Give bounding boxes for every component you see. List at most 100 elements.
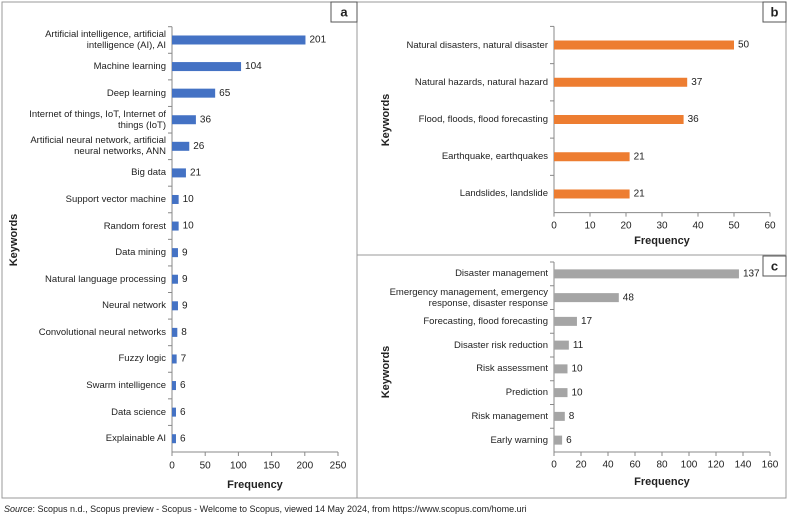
bar (554, 411, 565, 421)
x-tick-label: 120 (708, 460, 725, 471)
value-label: 6 (180, 433, 186, 444)
category-label: Artificial neural network, artificial ne… (30, 135, 166, 158)
y-axis-title: Keywords (380, 346, 392, 399)
category-label: Natural disasters, natural disaster (406, 39, 548, 51)
value-label: 9 (182, 247, 188, 258)
bar (172, 168, 186, 178)
value-label: 21 (190, 168, 202, 179)
x-tick-label: 80 (656, 460, 668, 471)
category-label: Explainable AI (105, 433, 166, 445)
bar (172, 327, 178, 337)
x-tick-label: 50 (728, 221, 740, 232)
x-tick-label: 20 (575, 460, 587, 471)
value-label: 8 (181, 327, 187, 338)
panel-label-box (762, 255, 787, 277)
panel-label-box (330, 1, 358, 23)
y-tick-label: Fuzzy logic (118, 353, 166, 364)
value-label: 21 (634, 151, 646, 162)
value-label: 10 (183, 194, 195, 205)
x-tick-label: 200 (296, 461, 313, 472)
bar (554, 189, 630, 199)
y-axis-title: Keywords (380, 94, 392, 147)
bar (172, 354, 177, 364)
y-axis-title: Keywords (8, 214, 20, 267)
category-label: Support vector machine (65, 193, 166, 205)
y-tick-label: Data science (111, 407, 166, 418)
bar (554, 388, 568, 398)
value-label: 104 (245, 61, 262, 72)
x-tick-label: 250 (330, 461, 347, 472)
category-label: Machine learning (93, 61, 166, 73)
category-label: Early warning (490, 434, 548, 446)
bar (554, 40, 734, 50)
value-label: 21 (634, 189, 646, 200)
bar (172, 141, 190, 151)
value-label: 36 (200, 114, 212, 125)
bar (554, 364, 568, 374)
y-tick-label: Prediction (505, 387, 548, 399)
x-tick-label: 140 (735, 460, 752, 471)
y-tick-label: Machine learning (93, 61, 166, 73)
x-tick-label: 0 (551, 460, 557, 471)
category-label: Landslides, landslide (459, 188, 548, 200)
x-axis-title: Frequency (227, 479, 284, 491)
y-tick-label: Natural language processing (45, 274, 166, 285)
value-label: 50 (738, 40, 750, 51)
bar (172, 274, 178, 284)
panel-label: a (340, 4, 348, 19)
value-label: 65 (219, 88, 231, 99)
value-label: 26 (193, 141, 205, 152)
y-tick-label: Disaster risk reduction (454, 340, 548, 351)
value-label: 48 (623, 292, 635, 303)
y-tick-label: Early warning (490, 434, 548, 446)
y-tick-label: Emergency management, emergency response… (389, 286, 548, 309)
y-tick-label: Neural network (102, 300, 166, 311)
value-label: 17 (581, 316, 593, 327)
y-tick-label: Flood, floods, flood forecasting (418, 114, 548, 125)
x-tick-label: 20 (620, 221, 632, 232)
bar (172, 194, 179, 204)
x-tick-label: 40 (692, 221, 704, 232)
value-label: 7 (181, 354, 187, 365)
value-label: 37 (691, 77, 703, 88)
bar (172, 88, 216, 98)
panel-label-box (762, 1, 787, 23)
x-axis-title: Frequency (634, 476, 691, 488)
bar (172, 301, 178, 311)
value-label: 6 (566, 435, 572, 446)
category-label: Internet of things, IoT, Internet of thi… (29, 108, 166, 131)
category-label: Disaster management (455, 268, 548, 280)
x-tick-label: 150 (263, 461, 280, 472)
value-label: 6 (180, 380, 186, 391)
source-note: Source: Scopus n.d., Scopus preview - Sc… (4, 504, 527, 514)
bar (554, 77, 688, 87)
bar (172, 35, 306, 45)
panel-label: b (771, 4, 779, 19)
y-tick-label: Random forest (104, 221, 166, 232)
bar (554, 115, 684, 124)
x-axis-title: Frequency (634, 235, 691, 247)
bar (554, 269, 739, 279)
category-label: Risk management (471, 410, 548, 422)
bar (172, 407, 176, 417)
category-label: Flood, floods, flood forecasting (418, 114, 548, 125)
bar (172, 434, 176, 444)
bar (554, 316, 577, 326)
category-label: Emergency management, emergency response… (389, 286, 548, 309)
bar (172, 115, 196, 125)
value-label: 9 (182, 274, 188, 285)
category-label: Prediction (505, 387, 548, 399)
value-label: 10 (183, 221, 195, 232)
y-tick-label: Data mining (115, 247, 166, 259)
bar (554, 435, 563, 445)
y-tick-label: Convolutional neural networks (39, 327, 166, 338)
bar (172, 221, 179, 231)
x-tick-label: 60 (629, 460, 641, 471)
source-label: Source (4, 504, 33, 514)
bar (554, 340, 569, 350)
category-label: Big data (131, 167, 166, 179)
category-label: Data mining (115, 247, 166, 259)
y-tick-label: Landslides, landslide (459, 188, 548, 200)
x-tick-label: 100 (230, 461, 247, 472)
y-tick-label: Swarm intelligence (86, 380, 166, 391)
